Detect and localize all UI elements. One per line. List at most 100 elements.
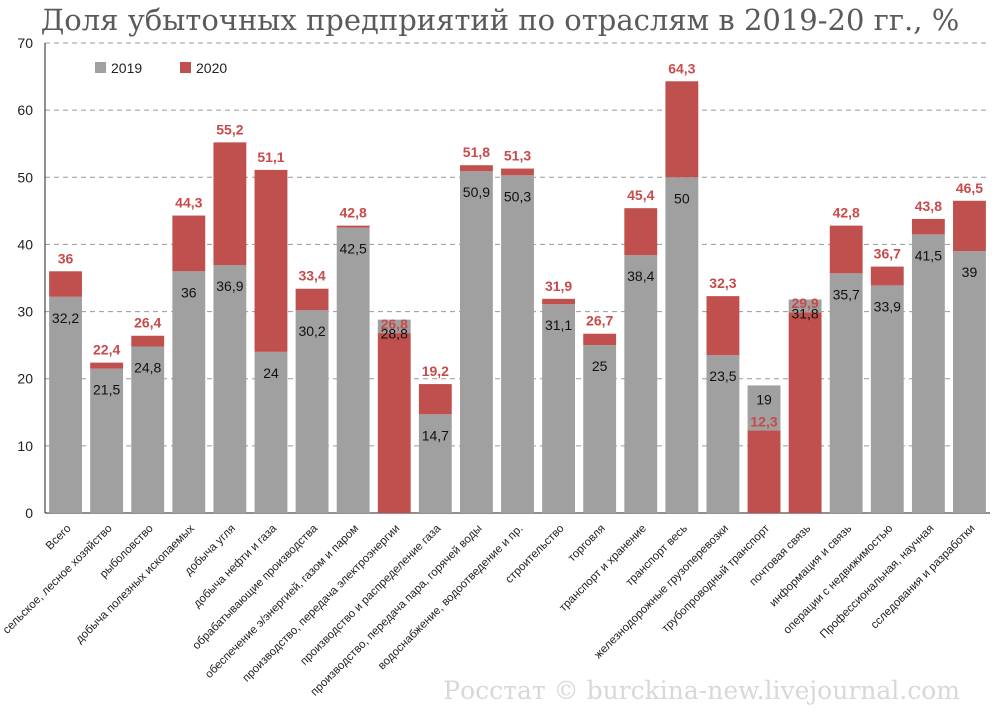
- bar-2019: [172, 271, 206, 513]
- bar-2019: [747, 385, 781, 431]
- data-label-2019: 31,8: [791, 305, 818, 321]
- bar-2019: [911, 234, 945, 513]
- bar-2020: [829, 225, 863, 274]
- data-label-2019: 33,9: [874, 298, 901, 314]
- bar-2019: [131, 346, 165, 513]
- bar-2019: [295, 310, 329, 513]
- watermark: Росстат © burckina-new.livejournal.com: [443, 676, 960, 705]
- data-label-2020: 36,7: [874, 246, 901, 262]
- data-label-2019: 35,7: [833, 286, 860, 302]
- bar-2020: [213, 142, 247, 266]
- data-label-2019: 21,5: [93, 382, 120, 398]
- data-label-2020: 29,9: [791, 295, 818, 311]
- bar-2020: [747, 430, 781, 513]
- bar-2019: [459, 171, 493, 513]
- y-tick-label: 50: [17, 169, 33, 185]
- bar-2019: [953, 251, 986, 513]
- data-label-2019: 32,2: [52, 310, 79, 326]
- data-label-2019: 36,9: [216, 278, 243, 294]
- bar-2019: [829, 273, 863, 513]
- data-label-2019: 19: [756, 391, 772, 407]
- data-label-2020: 42,8: [340, 205, 367, 221]
- bar-2020: [542, 298, 576, 305]
- data-label-2020: 51,8: [463, 144, 490, 160]
- data-label-2019: 50,9: [463, 184, 490, 200]
- bar-2020: [624, 208, 658, 256]
- bar-2019: [418, 414, 452, 513]
- bar-2020: [90, 362, 124, 369]
- data-label-2020: 26,7: [586, 313, 613, 329]
- bar-2019: [706, 355, 740, 513]
- data-label-2020: 42,8: [833, 205, 860, 221]
- legend-swatch-2019: [95, 62, 106, 73]
- data-label-2019: 24: [263, 365, 279, 381]
- bar-2020: [870, 266, 904, 286]
- data-label-2019: 23,5: [709, 368, 736, 384]
- data-label-2019: 50: [674, 190, 690, 206]
- data-label-2020: 51,3: [504, 148, 531, 164]
- bar-2020: [377, 333, 411, 513]
- bar-2019: [213, 265, 247, 513]
- category-label: информация и связь: [768, 523, 855, 610]
- data-label-2020: 26,8: [381, 316, 408, 332]
- category-label: торговля: [566, 523, 608, 565]
- category-label: обеспечение э/энергией, газом и паром: [203, 523, 361, 681]
- y-tick-label: 30: [17, 304, 33, 320]
- data-label-2020: 43,8: [915, 198, 942, 214]
- chart-title: Доля убыточных предприятий по отраслям в…: [40, 3, 960, 37]
- bar-2020: [254, 169, 288, 352]
- bar-2020: [459, 165, 493, 172]
- bar-2020: [295, 288, 329, 311]
- category-label: Всего: [44, 523, 74, 553]
- data-label-2019: 31,1: [545, 317, 572, 333]
- bar-2019: [49, 296, 82, 513]
- data-label-2020: 55,2: [216, 121, 243, 137]
- legend-swatch-2020: [180, 62, 191, 73]
- bar-2020: [665, 81, 699, 178]
- data-label-2020: 64,3: [668, 60, 695, 76]
- data-label-2019: 24,8: [134, 359, 161, 375]
- bar-2019: [665, 177, 699, 514]
- data-label-2019: 28,8: [381, 326, 408, 342]
- bar-2020: [131, 335, 165, 347]
- data-label-2019: 41,5: [915, 247, 942, 263]
- bar-2019: [336, 227, 370, 513]
- y-tick-label: 20: [17, 371, 33, 387]
- bar-2020: [418, 384, 452, 415]
- legend-label-2020: 2020: [196, 60, 227, 76]
- bar-2020: [911, 218, 945, 235]
- data-label-2020: 32,3: [709, 275, 736, 291]
- category-label: добыча нефти и газа: [191, 522, 279, 610]
- bar-2020: [501, 168, 534, 176]
- data-label-2020: 51,1: [257, 149, 284, 165]
- bar-2019: [377, 319, 411, 334]
- y-tick-label: 0: [25, 505, 33, 521]
- data-label-2020: 22,4: [93, 342, 120, 358]
- bar-2019: [501, 175, 534, 513]
- category-label: производство, передача электроэнергии: [240, 523, 402, 685]
- data-label-2019: 42,5: [340, 241, 367, 257]
- data-label-2019: 30,2: [298, 323, 325, 339]
- data-label-2019: 50,3: [504, 188, 531, 204]
- bar-2019: [583, 345, 617, 513]
- bar-2019: [90, 368, 124, 513]
- bar-2020: [172, 215, 206, 272]
- data-label-2020: 44,3: [175, 195, 202, 211]
- data-label-2019: 39: [962, 264, 978, 280]
- category-label: водоснабжение, водоотведение и пр.: [376, 523, 526, 673]
- bar-2020: [706, 296, 740, 356]
- bar-2019: [254, 351, 288, 513]
- legend-label-2019: 2019: [111, 60, 142, 76]
- bar-2020: [583, 333, 617, 346]
- data-label-2020: 36: [58, 250, 74, 266]
- y-tick-label: 70: [17, 35, 33, 51]
- y-tick-label: 10: [17, 438, 33, 454]
- bar-2020: [49, 271, 82, 297]
- data-label-2020: 31,9: [545, 278, 572, 294]
- data-label-2020: 33,4: [298, 268, 325, 284]
- data-label-2020: 19,2: [422, 363, 449, 379]
- data-label-2019: 38,4: [627, 268, 654, 284]
- data-label-2020: 45,4: [627, 187, 654, 203]
